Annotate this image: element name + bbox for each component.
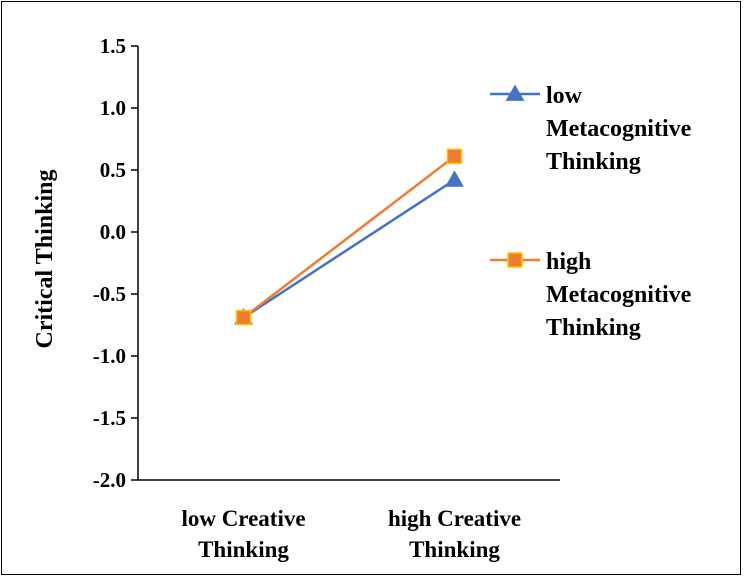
legend-label: Metacognitive xyxy=(546,282,692,308)
y-tick-label: -1.5 xyxy=(93,406,126,430)
data-point xyxy=(235,309,252,326)
y-axis-title: Critical Thinking xyxy=(32,170,58,349)
legend: low Metacognitive Thinking high Metacognitiv… xyxy=(490,83,692,341)
legend-marker xyxy=(507,252,523,268)
y-tick-label: 1.0 xyxy=(100,96,126,120)
legend-label: high xyxy=(546,249,591,275)
data-point xyxy=(445,170,464,187)
legend-label: Thinking xyxy=(546,315,641,341)
series-line xyxy=(242,155,456,319)
x-category-label: low Creative xyxy=(181,506,305,531)
x-category-label: Thinking xyxy=(198,537,289,562)
legend-marker xyxy=(505,84,525,101)
y-tick-label: 1.5 xyxy=(100,34,126,58)
y-tick-label: -0.5 xyxy=(93,282,126,306)
legend-label: low xyxy=(546,83,583,109)
y-tick-label: 0.0 xyxy=(100,220,126,244)
axes xyxy=(137,46,560,481)
series-line xyxy=(242,178,456,319)
series-lines xyxy=(242,155,456,319)
legend-label: Metacognitive xyxy=(546,116,692,142)
y-tick-label: 0.5 xyxy=(100,158,126,182)
x-category-label: Thinking xyxy=(409,537,500,562)
y-tick-label: -1.0 xyxy=(93,344,126,368)
y-ticks: -2.0 -1.5 -1.0 -0.5 0.0 0.5 1.0 1.5 xyxy=(93,34,138,492)
series-markers xyxy=(234,148,464,326)
data-point xyxy=(446,148,463,165)
legend-label: Thinking xyxy=(546,149,641,175)
x-categories: low Creative Thinking high Creative Thinkin… xyxy=(181,506,521,562)
x-category-label: high Creative xyxy=(388,506,521,531)
y-tick-label: -2.0 xyxy=(93,468,126,492)
